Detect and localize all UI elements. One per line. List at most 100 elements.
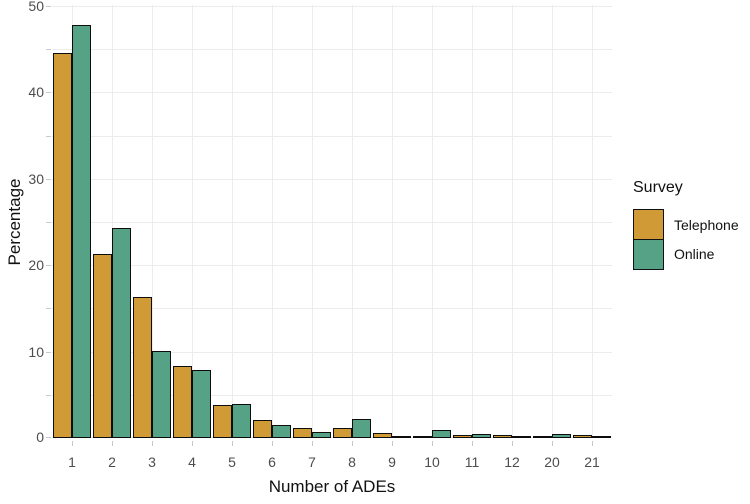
legend-label-telephone: Telephone — [674, 216, 739, 233]
bar-online-5 — [232, 404, 251, 438]
bar-online-3 — [152, 350, 171, 438]
bar-online-6 — [272, 425, 291, 438]
bar-telephone-8 — [333, 427, 352, 438]
gridline-horizontal — [52, 395, 612, 396]
gridline-vertical — [152, 5, 153, 438]
bar-telephone-7 — [293, 427, 312, 438]
x-tick-label: 6 — [268, 454, 276, 470]
gridline-vertical — [312, 5, 313, 438]
y-axis-tick — [46, 92, 51, 93]
x-axis-tick — [432, 441, 433, 446]
legend-item-online: Online — [633, 238, 739, 270]
bar-online-20 — [552, 433, 571, 438]
bar-online-12 — [512, 435, 531, 438]
bar-telephone-10 — [413, 435, 432, 438]
x-axis-tick — [392, 441, 393, 446]
x-axis-title: Number of ADEs — [268, 477, 396, 496]
y-tick-label: 40 — [28, 84, 44, 100]
x-axis-tick — [232, 441, 233, 446]
legend-label-online: Online — [674, 246, 715, 262]
bar-online-4 — [192, 369, 211, 438]
y-tick-label: 30 — [28, 171, 44, 187]
gridline-vertical — [192, 5, 193, 438]
bar-online-10 — [432, 430, 451, 438]
x-tick-label: 4 — [188, 454, 196, 470]
x-tick-label: 10 — [424, 454, 440, 470]
bar-telephone-20 — [533, 435, 552, 438]
bar-telephone-21 — [573, 434, 592, 438]
x-tick-label: 20 — [544, 454, 560, 470]
bar-telephone-5 — [213, 405, 232, 438]
y-axis-tick — [46, 395, 51, 396]
gridline-vertical — [512, 5, 513, 438]
gridline-horizontal — [52, 6, 612, 7]
y-tick-label: 0 — [36, 429, 44, 445]
legend: Survey Telephone Online — [633, 179, 739, 270]
gridline-horizontal — [52, 136, 612, 137]
x-axis-tick — [192, 441, 193, 446]
x-tick-label: 21 — [584, 454, 600, 470]
x-tick-label: 5 — [228, 454, 236, 470]
bar-telephone-9 — [373, 432, 392, 438]
bar-telephone-2 — [93, 253, 112, 438]
gridline-vertical — [432, 5, 433, 438]
x-tick-label: 2 — [108, 454, 116, 470]
x-axis-tick — [352, 441, 353, 446]
bar-telephone-11 — [453, 434, 472, 438]
y-tick-label: 50 — [28, 0, 44, 14]
y-axis-tick — [46, 265, 51, 266]
y-axis-tick — [46, 179, 51, 180]
bar-telephone-1 — [53, 52, 72, 438]
gridline-vertical — [392, 5, 393, 438]
y-tick-label: 20 — [28, 257, 44, 273]
plot-area: 0 10 20 30 40 50 1 2 3 4 5 6 7 8 9 10 11 12 20 21 — [28, 0, 612, 470]
gridline-horizontal — [52, 352, 612, 353]
legend-item-telephone: Telephone — [633, 209, 739, 240]
legend-title: Survey — [633, 179, 683, 196]
bar-online-8 — [352, 419, 371, 438]
y-axis-tick — [46, 352, 51, 353]
x-axis-tick — [512, 441, 513, 446]
x-axis-tick — [472, 441, 473, 446]
y-axis-tick — [46, 222, 51, 223]
gridline-horizontal — [52, 265, 612, 266]
x-tick-label: 7 — [308, 454, 316, 470]
bar-telephone-3 — [133, 297, 152, 438]
x-axis-tick — [72, 441, 73, 446]
bar-online-7 — [312, 431, 331, 438]
y-axis-tick — [46, 136, 51, 137]
legend-swatch-online — [633, 238, 664, 270]
y-axis-tick — [46, 49, 51, 50]
x-axis-tick — [152, 441, 153, 446]
x-axis-tick — [592, 441, 593, 446]
bar-telephone-12 — [493, 434, 512, 438]
x-tick-label: 12 — [504, 454, 520, 470]
gridline-horizontal — [52, 437, 612, 438]
x-axis-tick — [552, 441, 553, 446]
bar-telephone-6 — [253, 419, 272, 438]
bar-online-2 — [112, 228, 131, 438]
gridline-horizontal — [52, 222, 612, 223]
x-tick-label: 11 — [464, 454, 480, 470]
x-tick-label: 9 — [388, 454, 396, 470]
gridline-horizontal — [52, 179, 612, 180]
x-tick-label: 8 — [348, 454, 356, 470]
bar-telephone-4 — [173, 366, 192, 438]
bar-online-21 — [592, 435, 611, 438]
gridline-vertical — [112, 5, 113, 438]
gridline-vertical — [472, 5, 473, 438]
bar-online-1 — [72, 25, 91, 438]
x-axis-tick — [312, 441, 313, 446]
x-axis-tick — [112, 441, 113, 446]
gridline-horizontal — [52, 308, 612, 309]
gridline-horizontal — [52, 49, 612, 50]
y-axis-tick — [46, 6, 51, 7]
x-axis-tick — [272, 441, 273, 446]
y-tick-label: 10 — [28, 344, 44, 360]
bar-online-11 — [472, 433, 491, 438]
x-tick-label: 3 — [148, 454, 156, 470]
gridline-vertical — [272, 5, 273, 438]
gridline-vertical — [592, 5, 593, 438]
y-axis-tick — [46, 437, 51, 438]
